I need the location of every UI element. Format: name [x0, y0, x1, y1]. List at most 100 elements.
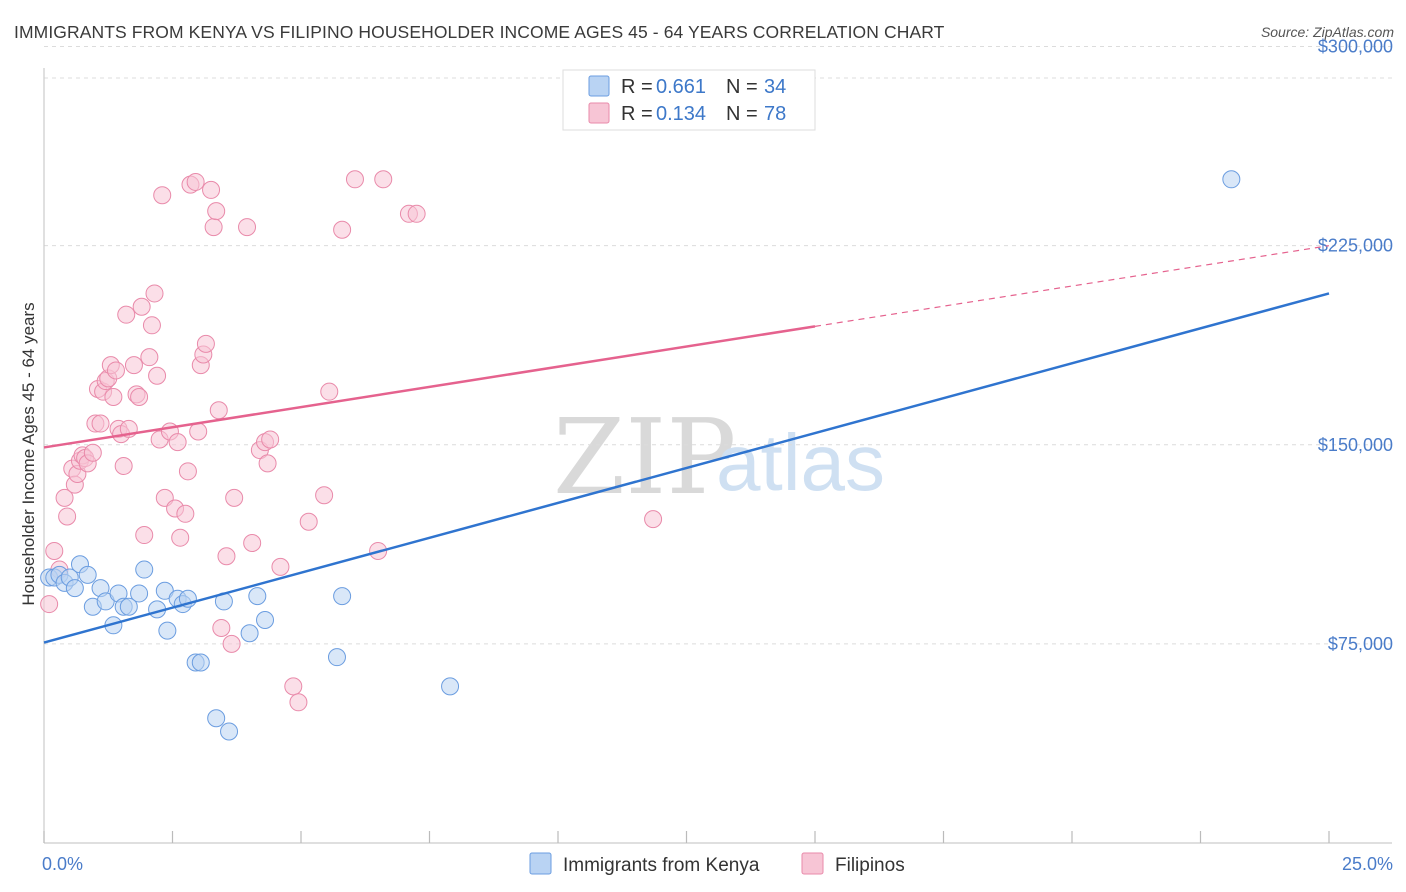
point-filipinos	[153, 186, 172, 205]
point-filipinos	[114, 457, 133, 476]
point-filipinos	[217, 547, 236, 566]
point-filipinos	[209, 401, 228, 420]
watermark-atlas: atlas	[716, 418, 885, 507]
point-filipinos	[178, 462, 197, 481]
x-tick-label-min: 0.0%	[42, 854, 83, 874]
point-filipinos	[132, 297, 151, 316]
point-filipinos	[238, 218, 257, 237]
y-tick-label: $225,000	[1318, 236, 1393, 256]
legend-swatch-filipinos	[588, 102, 610, 124]
point-filipinos	[258, 454, 277, 473]
point-filipinos	[222, 634, 241, 653]
y-tick-label: $300,000	[1318, 37, 1393, 57]
point-filipinos	[320, 382, 339, 401]
legend-n-value-kenya: 34	[764, 76, 786, 98]
point-kenya	[240, 624, 259, 643]
point-filipinos	[315, 486, 334, 505]
legend-r-label-filipinos: R =	[621, 103, 653, 125]
point-filipinos	[299, 512, 318, 531]
point-filipinos	[135, 526, 154, 545]
point-kenya	[327, 648, 346, 667]
point-filipinos	[196, 334, 215, 353]
point-kenya	[96, 592, 115, 611]
legend-n-value-filipinos: 78	[764, 103, 786, 125]
axes	[43, 68, 1392, 844]
chart-source: Source: ZipAtlas.com	[1260, 24, 1394, 40]
series-kenya-points	[40, 170, 1241, 741]
legend: R = 0.661 N = 34 R = 0.134 N = 78	[562, 69, 816, 131]
y-axis-label: Householder Income Ages 45 - 64 years	[19, 302, 38, 605]
point-filipinos	[106, 361, 125, 380]
bottom-legend-label-filipinos: Filipinos	[835, 855, 905, 876]
point-filipinos	[345, 170, 364, 189]
legend-r-label-kenya: R =	[621, 76, 653, 98]
point-filipinos	[644, 510, 663, 529]
point-filipinos	[58, 507, 77, 526]
bottom-legend-swatch-filipinos	[801, 852, 824, 875]
point-kenya	[441, 677, 460, 696]
point-filipinos	[40, 595, 59, 614]
point-filipinos	[117, 305, 136, 324]
y-tick-label: $150,000	[1318, 435, 1393, 455]
point-filipinos	[333, 220, 352, 239]
legend-r-value-kenya: 0.661	[656, 76, 706, 98]
series-filipinos-points	[40, 170, 663, 712]
point-filipinos	[145, 284, 164, 303]
point-filipinos	[83, 443, 102, 462]
point-filipinos	[289, 693, 308, 712]
bottom-legend-swatch-kenya	[529, 852, 552, 875]
point-filipinos	[271, 557, 290, 576]
point-filipinos	[204, 218, 223, 237]
point-filipinos	[171, 528, 190, 547]
watermark: ZIP atlas	[553, 396, 885, 518]
point-filipinos	[45, 541, 64, 560]
point-kenya	[1222, 170, 1241, 189]
point-kenya	[119, 597, 138, 616]
point-filipinos	[130, 387, 149, 406]
point-filipinos	[91, 414, 110, 433]
point-kenya	[207, 709, 226, 728]
point-filipinos	[168, 433, 187, 452]
point-filipinos	[104, 387, 123, 406]
point-filipinos	[140, 348, 159, 367]
point-filipinos	[186, 172, 205, 191]
point-kenya	[78, 565, 97, 584]
point-filipinos	[176, 504, 195, 523]
point-kenya	[248, 587, 267, 606]
point-filipinos	[212, 618, 231, 637]
point-filipinos	[189, 422, 208, 441]
point-kenya	[155, 581, 174, 600]
point-filipinos	[202, 180, 221, 199]
y-tick-label: $75,000	[1328, 634, 1393, 654]
bottom-legend-label-kenya: Immigrants from Kenya	[563, 855, 760, 876]
bottom-legend: Immigrants from Kenya Filipinos	[529, 852, 905, 876]
point-filipinos	[55, 488, 74, 507]
point-filipinos	[261, 430, 280, 449]
legend-swatch-kenya	[588, 75, 610, 97]
point-kenya	[191, 653, 210, 672]
trend-lines	[43, 245, 1330, 644]
legend-n-label-kenya: N =	[726, 76, 758, 98]
trend-line-filipinos	[43, 325, 816, 449]
chart-title: IMMIGRANTS FROM KENYA VS FILIPINO HOUSEH…	[14, 22, 945, 42]
trend-line-filipinos-extrapolated	[814, 245, 1330, 327]
point-kenya	[333, 587, 352, 606]
gridlines	[44, 46, 1392, 645]
point-filipinos	[124, 356, 143, 375]
point-filipinos	[407, 204, 426, 223]
point-kenya	[220, 722, 239, 741]
point-filipinos	[374, 170, 393, 189]
point-filipinos	[243, 534, 262, 553]
legend-r-value-filipinos: 0.134	[656, 103, 706, 125]
point-kenya	[158, 621, 177, 640]
point-kenya	[135, 560, 154, 579]
x-tick-label-max: 25.0%	[1342, 854, 1393, 874]
point-kenya	[65, 579, 84, 598]
point-kenya	[256, 610, 275, 629]
trend-line-kenya	[43, 292, 1330, 644]
point-filipinos	[284, 677, 303, 696]
legend-n-label-filipinos: N =	[726, 103, 758, 125]
point-kenya	[130, 584, 149, 603]
x-ticks	[43, 831, 1330, 843]
